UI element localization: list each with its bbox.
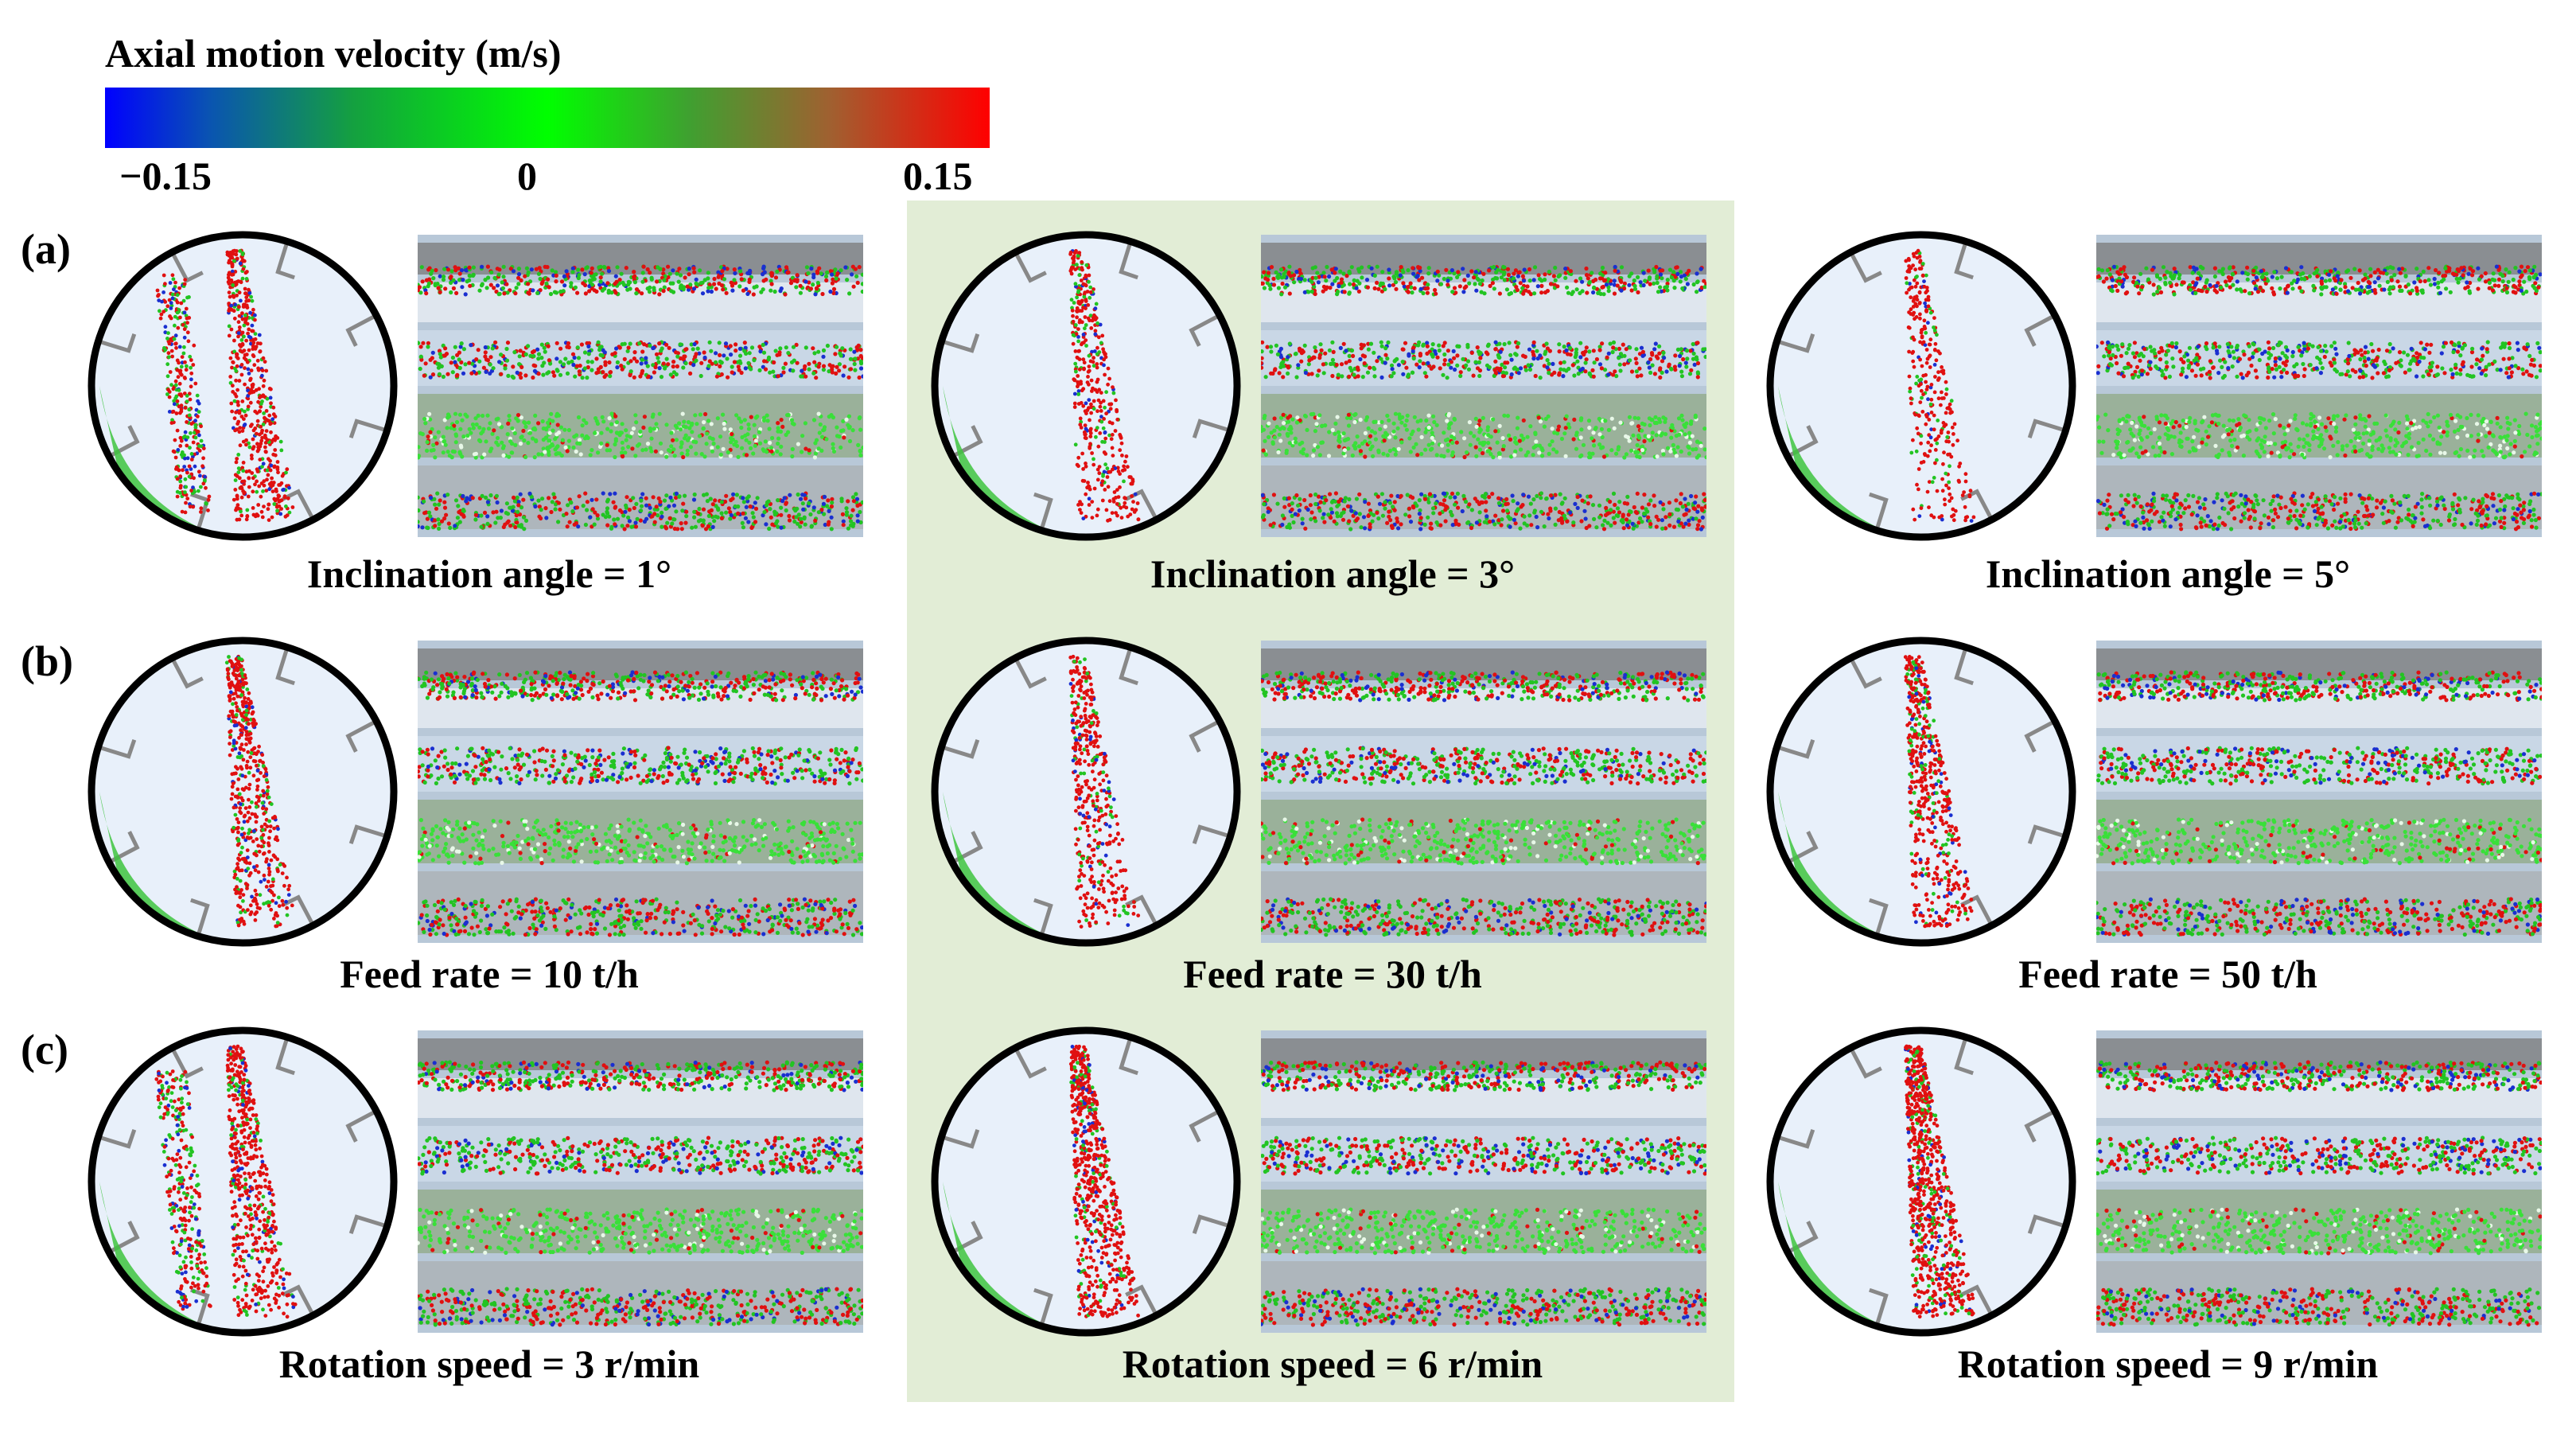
colorbar-title: Axial motion velocity (m/s)	[105, 30, 562, 76]
panel-caption: Feed rate = 10 t/h	[84, 951, 895, 997]
panel-caption: Feed rate = 30 t/h	[927, 951, 1738, 997]
drum-cross-section-image	[1766, 637, 2076, 947]
drum-axial-view-image	[2096, 641, 2542, 943]
panel-caption: Rotation speed = 3 r/min	[84, 1341, 895, 1387]
simulation-panel	[927, 227, 1738, 541]
row-label-a: (a)	[21, 224, 71, 274]
drum-cross-section-image	[88, 1026, 398, 1337]
drum-axial-view-image	[418, 641, 863, 943]
drum-axial-view-image	[1261, 1030, 1706, 1333]
colorbar-tick-max: 0.15	[903, 153, 973, 199]
panel-caption: Rotation speed = 6 r/min	[927, 1341, 1738, 1387]
drum-axial-view-image	[2096, 1030, 2542, 1333]
panel-caption: Rotation speed = 9 r/min	[1762, 1341, 2574, 1387]
drum-axial-view-image	[418, 235, 863, 537]
panel-caption: Inclination angle = 5°	[1762, 551, 2574, 597]
drum-cross-section-image	[931, 1026, 1241, 1337]
colorbar-tick-mid: 0	[517, 153, 537, 199]
colorbar	[105, 88, 990, 148]
drum-axial-view-image	[2096, 235, 2542, 537]
drum-cross-section-image	[88, 637, 398, 947]
simulation-panel	[1762, 227, 2574, 541]
row-label-c: (c)	[21, 1025, 68, 1074]
colorbar-tick-min: −0.15	[119, 153, 212, 199]
simulation-panel	[927, 1022, 1738, 1337]
drum-cross-section-image	[931, 637, 1241, 947]
simulation-panel	[1762, 633, 2574, 947]
simulation-panel	[84, 227, 895, 541]
panel-caption: Inclination angle = 3°	[927, 551, 1738, 597]
drum-cross-section-image	[1766, 231, 2076, 541]
drum-axial-view-image	[1261, 641, 1706, 943]
simulation-panel	[84, 1022, 895, 1337]
drum-cross-section-image	[931, 231, 1241, 541]
drum-cross-section-image	[88, 231, 398, 541]
drum-axial-view-image	[418, 1030, 863, 1333]
drum-cross-section-image	[1766, 1026, 2076, 1337]
panel-caption: Inclination angle = 1°	[84, 551, 895, 597]
drum-axial-view-image	[1261, 235, 1706, 537]
row-label-b: (b)	[21, 637, 73, 686]
simulation-panel	[927, 633, 1738, 947]
simulation-panel	[1762, 1022, 2574, 1337]
panel-caption: Feed rate = 50 t/h	[1762, 951, 2574, 997]
simulation-panel	[84, 633, 895, 947]
